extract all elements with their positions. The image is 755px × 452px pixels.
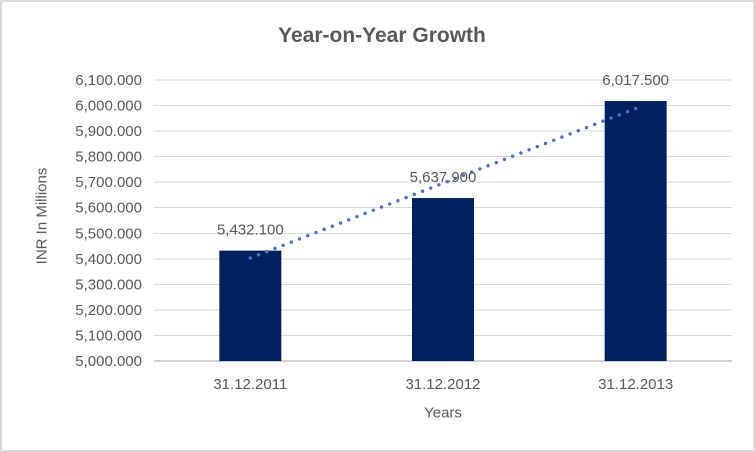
trendline-dot [404,195,408,200]
trendline-dot [609,116,613,120]
chart-title: Year-on-Year Growth [278,24,486,47]
trendline-dot [256,253,261,257]
y-axis-tick-label: 5,300.000 [75,276,142,293]
trendline-dot [330,224,335,228]
trendline-dot [576,129,580,133]
trendline-dot [355,214,359,219]
bar-value-label: 5,637.900 [410,169,477,186]
trendline-dot [338,221,343,225]
trendline-dot [437,183,441,187]
y-axis-tick-label: 5,100.000 [75,327,142,344]
trendline-dot [306,234,310,238]
trendline-dot [388,202,392,206]
y-axis-tick-label: 5,500.000 [75,225,142,242]
y-axis-tick-label: 5,400.000 [75,251,142,268]
trendline-dot [601,119,605,123]
trendline-dot [420,189,425,193]
bar [604,101,667,361]
trendline-dot [551,138,556,142]
trendline-dot [469,170,474,174]
x-axis-tick-label: 31.12.2013 [598,376,673,393]
trendline-dot [273,246,277,251]
trendline-dot [453,176,457,181]
y-axis-tick-label: 5,600.000 [75,200,142,217]
trendline-dot [478,167,482,171]
bar [412,198,474,361]
trendline-dot [494,160,498,165]
trendline-dot [519,151,523,155]
trendline-dot [429,186,433,190]
trendline-dot [379,205,384,209]
y-axis-tick-label: 5,900.000 [75,123,142,140]
bar [219,250,282,361]
trendline-dot [510,154,515,158]
trendline-dot [248,256,253,260]
trendline-dot [568,132,572,136]
y-axis-tick-label: 6,000.000 [75,98,142,115]
trendline-dot [297,237,302,241]
x-axis-tick-label: 31.12.2011 [213,376,287,393]
trendline-dot [617,113,621,117]
trendline-dot [363,211,367,216]
trendline-dot [633,106,638,111]
trendline-dot [560,135,564,139]
bar-value-label: 6,017.500 [602,72,669,89]
trendline-dot [347,218,351,222]
trendline-dot [592,122,597,127]
y-axis-tick-label: 5,700.000 [75,174,142,191]
trendline-dot [445,179,449,184]
trendline-dot [314,230,318,235]
trendline-dot [289,240,294,244]
y-axis-tick-label: 5,000.000 [75,353,142,370]
trendline-dot [486,164,490,168]
trendline-dot [322,227,326,232]
y-axis-tick-label: 6,100.000 [75,72,142,89]
trendline-dot [281,243,285,247]
x-axis-title: Years [424,404,462,422]
trendline-dot [412,192,417,197]
bar-value-label: 5,432.100 [217,222,284,239]
trendline-dot [502,157,507,162]
trendline-dot [543,141,548,146]
y-axis-tick-label: 5,800.000 [75,149,142,166]
y-axis-tick-label: 5,200.000 [75,302,142,319]
trendline-dot [396,199,400,203]
trendline-dot [265,249,269,254]
trendline-dot [535,144,539,149]
trendline-dot [461,173,466,177]
x-axis-tick-label: 31.12.2012 [405,376,480,393]
trendline-dot [371,208,376,212]
trendline-dot [584,125,589,130]
trendline-dot [625,109,630,114]
trendline-dot [527,148,531,152]
